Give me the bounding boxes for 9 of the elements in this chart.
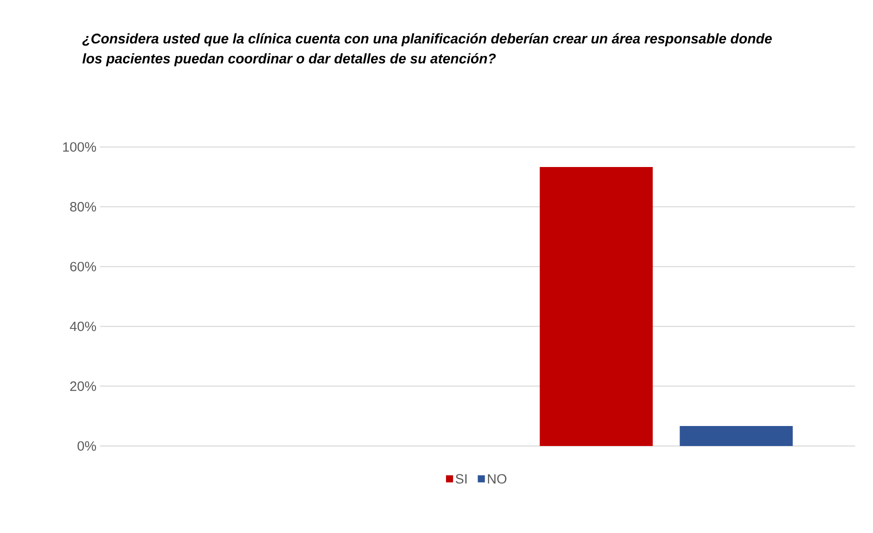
y-tick-label: 40%: [70, 322, 96, 332]
y-tick-label: 20%: [70, 381, 96, 391]
chart-title: ¿Considera usted que la clínica cuenta con una planificación deberían crear un área responsable donde los pacientes puedan coordinar o dar detalles de su atención?: [82, 33, 772, 66]
legend-label: NO: [488, 474, 506, 484]
y-tick-label: 80%: [70, 202, 96, 212]
y-tick-label: 0%: [78, 441, 96, 451]
y-tick-label: 60%: [70, 262, 96, 272]
legend-label: SI: [456, 474, 467, 484]
y-tick-label: 100%: [63, 142, 96, 152]
